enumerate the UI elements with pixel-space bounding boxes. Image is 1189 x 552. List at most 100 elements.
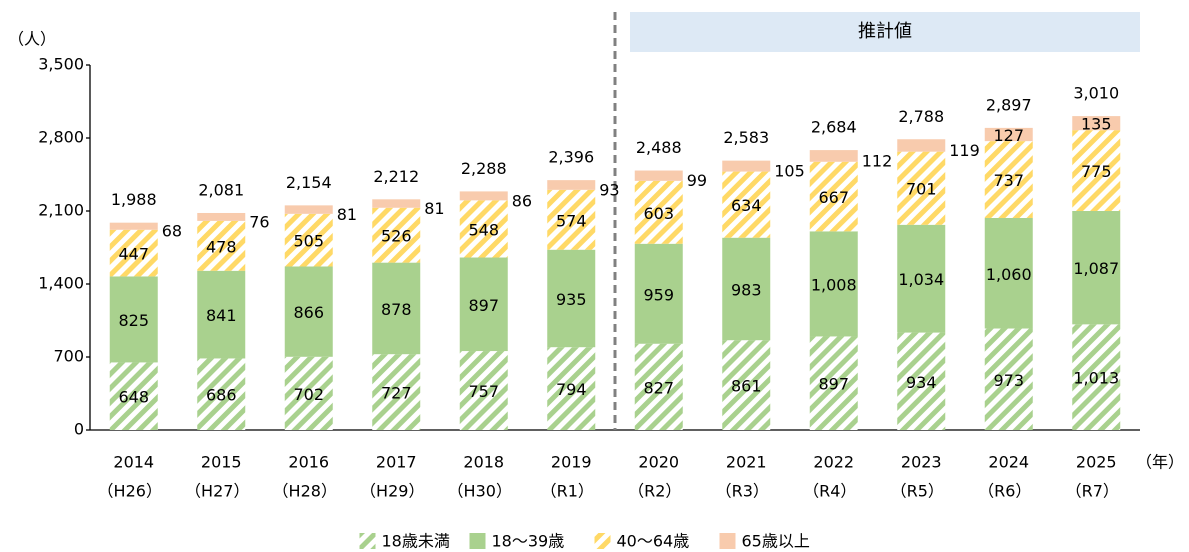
bar-segment <box>809 231 858 337</box>
total-label: 2,684 <box>811 118 857 137</box>
x-tick-label: 2020 <box>638 453 679 472</box>
total-label: 2,897 <box>986 95 1032 114</box>
data-label: 548 <box>468 220 499 239</box>
annotation: 推計値 <box>858 21 912 42</box>
bar-segment <box>897 332 946 430</box>
legend-swatch <box>469 533 486 549</box>
bar-segment <box>897 151 946 225</box>
bar-segment <box>722 340 771 430</box>
bar-segment <box>459 351 508 430</box>
x-tick-sublabel: （R4） <box>803 482 856 501</box>
x-tick-label: 2016 <box>288 453 329 472</box>
data-label: 1,008 <box>811 275 857 294</box>
bar-segment <box>634 243 683 344</box>
data-label: 478 <box>206 237 237 256</box>
bar-segment <box>984 328 1033 430</box>
bar-segment <box>1072 116 1121 131</box>
data-label: 973 <box>993 371 1024 390</box>
bar-segment <box>284 356 333 430</box>
x-tick-sublabel: （H29） <box>360 482 424 501</box>
data-label: 81 <box>424 199 444 218</box>
y-tick-label: 2,800 <box>38 128 84 147</box>
y-tick-label: 700 <box>53 347 84 366</box>
bar-segment <box>722 160 771 172</box>
x-tick-label: 2023 <box>901 453 942 472</box>
data-label: 127 <box>993 126 1024 145</box>
legend-label: 40～64歳 <box>617 532 690 551</box>
bar-segment <box>984 217 1033 329</box>
total-label: 1,988 <box>111 190 157 209</box>
data-label: 757 <box>468 382 499 401</box>
bar-segment <box>722 171 771 238</box>
data-label: 861 <box>731 377 762 396</box>
data-label: 76 <box>249 212 269 231</box>
data-label: 86 <box>512 191 532 210</box>
bar-segment <box>984 127 1033 142</box>
data-label: 1,034 <box>898 270 944 289</box>
bar-segment <box>197 220 246 271</box>
bar-segment <box>197 270 246 359</box>
bar-segment <box>372 207 421 263</box>
data-label: 505 <box>293 232 324 251</box>
legend-label: 65歳以上 <box>742 532 810 551</box>
x-tick-sublabel: （H26） <box>98 482 162 501</box>
data-label: 1,013 <box>1073 369 1119 388</box>
bar-segment <box>459 257 508 352</box>
total-label: 2,396 <box>548 148 594 167</box>
x-tick-label: 2022 <box>813 453 854 472</box>
x-tick-label: 2025 <box>1076 453 1117 472</box>
bar-segment <box>984 141 1033 218</box>
total-label: 2,212 <box>373 167 419 186</box>
data-label: 959 <box>643 285 674 304</box>
data-label: 81 <box>337 205 357 224</box>
x-tick-sublabel: （R2） <box>628 482 681 501</box>
data-label: 934 <box>906 373 937 392</box>
data-label: 105 <box>774 162 805 181</box>
data-label: 897 <box>468 296 499 315</box>
bar-segment <box>634 180 683 244</box>
x-tick-sublabel: （H28） <box>273 482 337 501</box>
x-tick-label: 2017 <box>376 453 417 472</box>
bar-segment <box>722 237 771 341</box>
data-label: 603 <box>643 204 674 223</box>
bar-segment <box>459 191 508 201</box>
total-label: 2,583 <box>723 128 769 147</box>
x-tick-sublabel: （R6） <box>978 482 1031 501</box>
y-axis-label: （人） <box>8 30 56 49</box>
data-label: 794 <box>556 380 587 399</box>
legend-swatch <box>594 533 611 549</box>
projection-band <box>630 12 1140 52</box>
x-tick-label: 2015 <box>201 453 242 472</box>
data-label: 119 <box>949 141 980 160</box>
bar-segment <box>372 199 421 208</box>
x-tick-label: 2014 <box>113 453 154 472</box>
data-label: 135 <box>1081 115 1112 134</box>
data-label: 897 <box>818 375 849 394</box>
x-tick-sublabel: （R7） <box>1066 482 1119 501</box>
legend-swatch <box>359 533 376 549</box>
legend-label: 18～39歳 <box>492 532 565 551</box>
y-tick-label: 3,500 <box>38 55 84 74</box>
bar-segment <box>284 266 333 357</box>
data-label: 827 <box>643 378 674 397</box>
bar-segment <box>897 224 946 333</box>
data-label: 68 <box>162 222 182 241</box>
bar-segment <box>109 222 158 230</box>
bar-segment <box>284 213 333 267</box>
data-label: 935 <box>556 290 587 309</box>
bar-segment <box>547 189 596 250</box>
total-label: 2,154 <box>286 173 332 192</box>
x-tick-sublabel: （H27） <box>185 482 249 501</box>
bar-segment <box>197 358 246 430</box>
total-label: 2,788 <box>898 107 944 126</box>
bar-segment <box>547 180 596 190</box>
bar-segment <box>547 347 596 430</box>
total-label: 2,288 <box>461 159 507 178</box>
legend-swatch <box>719 533 736 549</box>
y-tick-label: 1,400 <box>38 274 84 293</box>
x-tick-sublabel: （R5） <box>891 482 944 501</box>
data-label: 447 <box>118 245 149 264</box>
x-tick-label: 2018 <box>463 453 504 472</box>
bar-segment <box>372 354 421 430</box>
